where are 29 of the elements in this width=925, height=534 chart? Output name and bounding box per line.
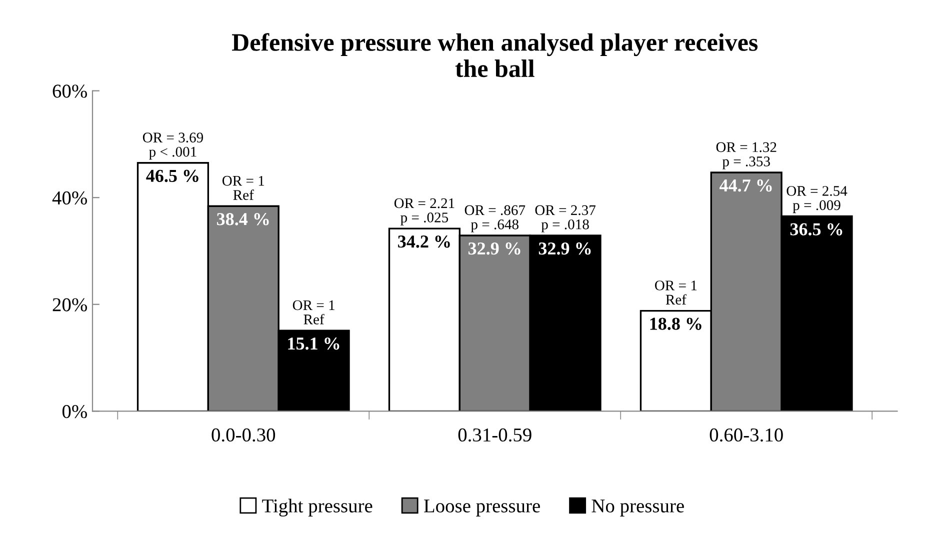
annotation: OR = 1 Ref xyxy=(655,280,697,305)
data-label: 18.8 % xyxy=(650,318,702,330)
x-tick-label: 0.31-0.59 xyxy=(458,428,532,442)
data-label: 32.9 % xyxy=(468,242,520,255)
legend-label: Tight pressure xyxy=(262,498,372,516)
x-tick-label: 0.0-0.30 xyxy=(212,428,276,442)
annotation: OR = 2.21 p = .025 xyxy=(394,198,454,226)
annotation: OR = 2.37 p = .018 xyxy=(535,205,596,232)
annotation: OR = 1 Ref xyxy=(222,176,264,200)
chart-title: Defensive pressure when analysed player receives the ball xyxy=(232,33,758,78)
legend-label: Loose pressure xyxy=(424,500,540,516)
annotation: OR = .867 p = .648 xyxy=(464,205,526,232)
data-label: 34.2 % xyxy=(398,235,450,248)
data-label: 38.4 % xyxy=(216,213,269,226)
annotation: OR = 3.69 p < .001 xyxy=(142,132,204,160)
y-tick-label: 40% xyxy=(52,191,87,205)
data-label: 32.9 % xyxy=(538,242,591,255)
data-label: 46.5 % xyxy=(146,170,198,182)
y-tick-label: 20% xyxy=(52,298,87,312)
annotation: OR = 1.32 p = .353 xyxy=(716,142,776,170)
y-tick-label: 0% xyxy=(62,404,87,418)
data-label: 44.7 % xyxy=(720,179,772,192)
annotation: OR = 1 Ref xyxy=(292,300,334,324)
x-tick-label: 0.60-3.10 xyxy=(710,428,783,442)
annotation: OR = 2.54 p = .009 xyxy=(786,186,848,214)
data-label: 15.1 % xyxy=(288,337,340,350)
y-tick-label: 60% xyxy=(52,84,87,98)
legend-label: No pressure xyxy=(592,500,684,516)
data-label: 36.5 % xyxy=(790,223,842,236)
